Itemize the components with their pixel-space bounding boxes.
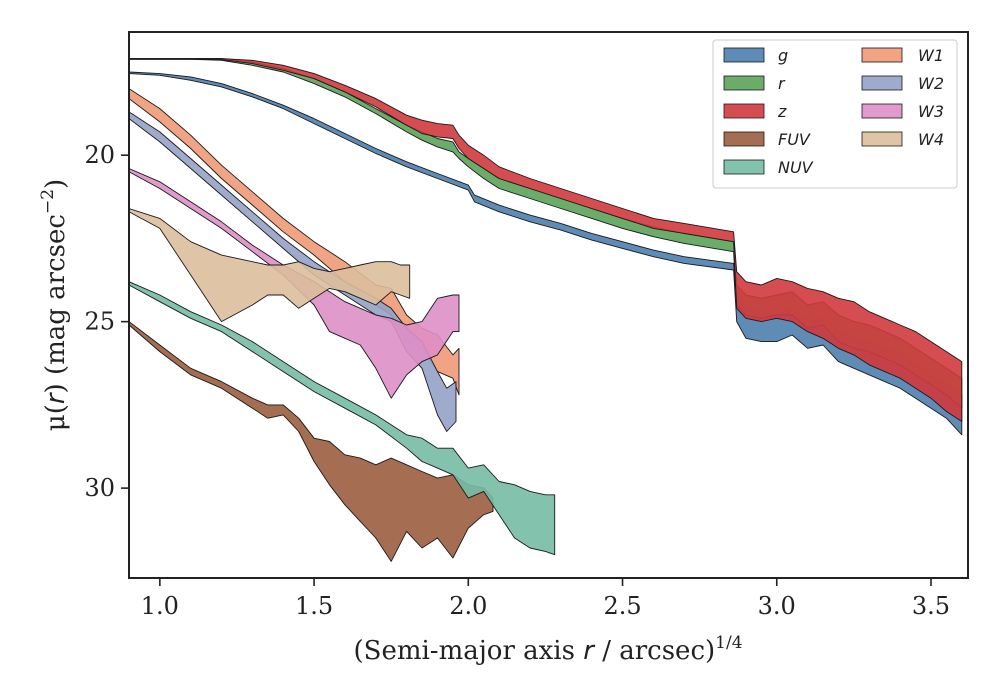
series-bands — [129, 58, 963, 562]
legend-swatch-w3 — [861, 103, 903, 119]
legend-swatch-fuv — [723, 131, 765, 147]
legend-label-fuv: FUV — [778, 130, 811, 149]
legend-swatch-w2 — [861, 75, 903, 91]
y-tick-label: 30 — [84, 474, 115, 502]
band-fuv — [129, 321, 494, 562]
band-z — [129, 58, 963, 422]
legend-swatch-nuv — [723, 159, 765, 175]
y-axis: 20 25 30 — [84, 141, 129, 502]
y-tick-label: 25 — [84, 308, 115, 336]
y-axis-label: μ(r) (mag arcsec−2) — [38, 179, 71, 431]
band-g — [129, 71, 963, 436]
legend-label-w1: W1 — [918, 46, 944, 65]
x-tick-label: 1.0 — [141, 592, 179, 620]
band-w4 — [129, 208, 411, 323]
legend-swatch-w1 — [861, 47, 903, 63]
legend-swatch-z — [723, 103, 765, 119]
legend-swatch-r — [723, 75, 765, 91]
band-w2 — [129, 111, 457, 432]
legend-label-w3: W3 — [918, 102, 944, 121]
legend-label-w4: W4 — [918, 130, 944, 149]
legend-label-r: r — [778, 74, 786, 93]
band-nuv — [129, 281, 556, 556]
y-tick-label: 20 — [84, 141, 115, 169]
x-axis: 1.0 1.5 2.0 2.5 3.0 3.5 — [141, 578, 950, 620]
x-tick-label: 3.5 — [912, 592, 950, 620]
legend: grz FUV NUV W1 W2 W3 W4 — [712, 39, 958, 189]
x-tick-label: 2.5 — [603, 592, 641, 620]
x-tick-label: 3.0 — [758, 592, 796, 620]
legend-label-nuv: NUV — [778, 158, 814, 177]
legend-label-w2: W2 — [918, 74, 944, 93]
legend-label-z: z — [777, 102, 787, 121]
x-tick-label: 2.0 — [449, 592, 487, 620]
band-w1 — [129, 88, 460, 396]
x-axis-label: (Semi-major axis r / arcsec)1/4 — [353, 633, 742, 666]
legend-swatch-g — [723, 47, 765, 63]
legend-label-g: g — [778, 46, 788, 65]
plot-frame — [128, 31, 969, 579]
x-tick-label: 1.5 — [295, 592, 333, 620]
legend-swatch-w4 — [861, 131, 903, 147]
